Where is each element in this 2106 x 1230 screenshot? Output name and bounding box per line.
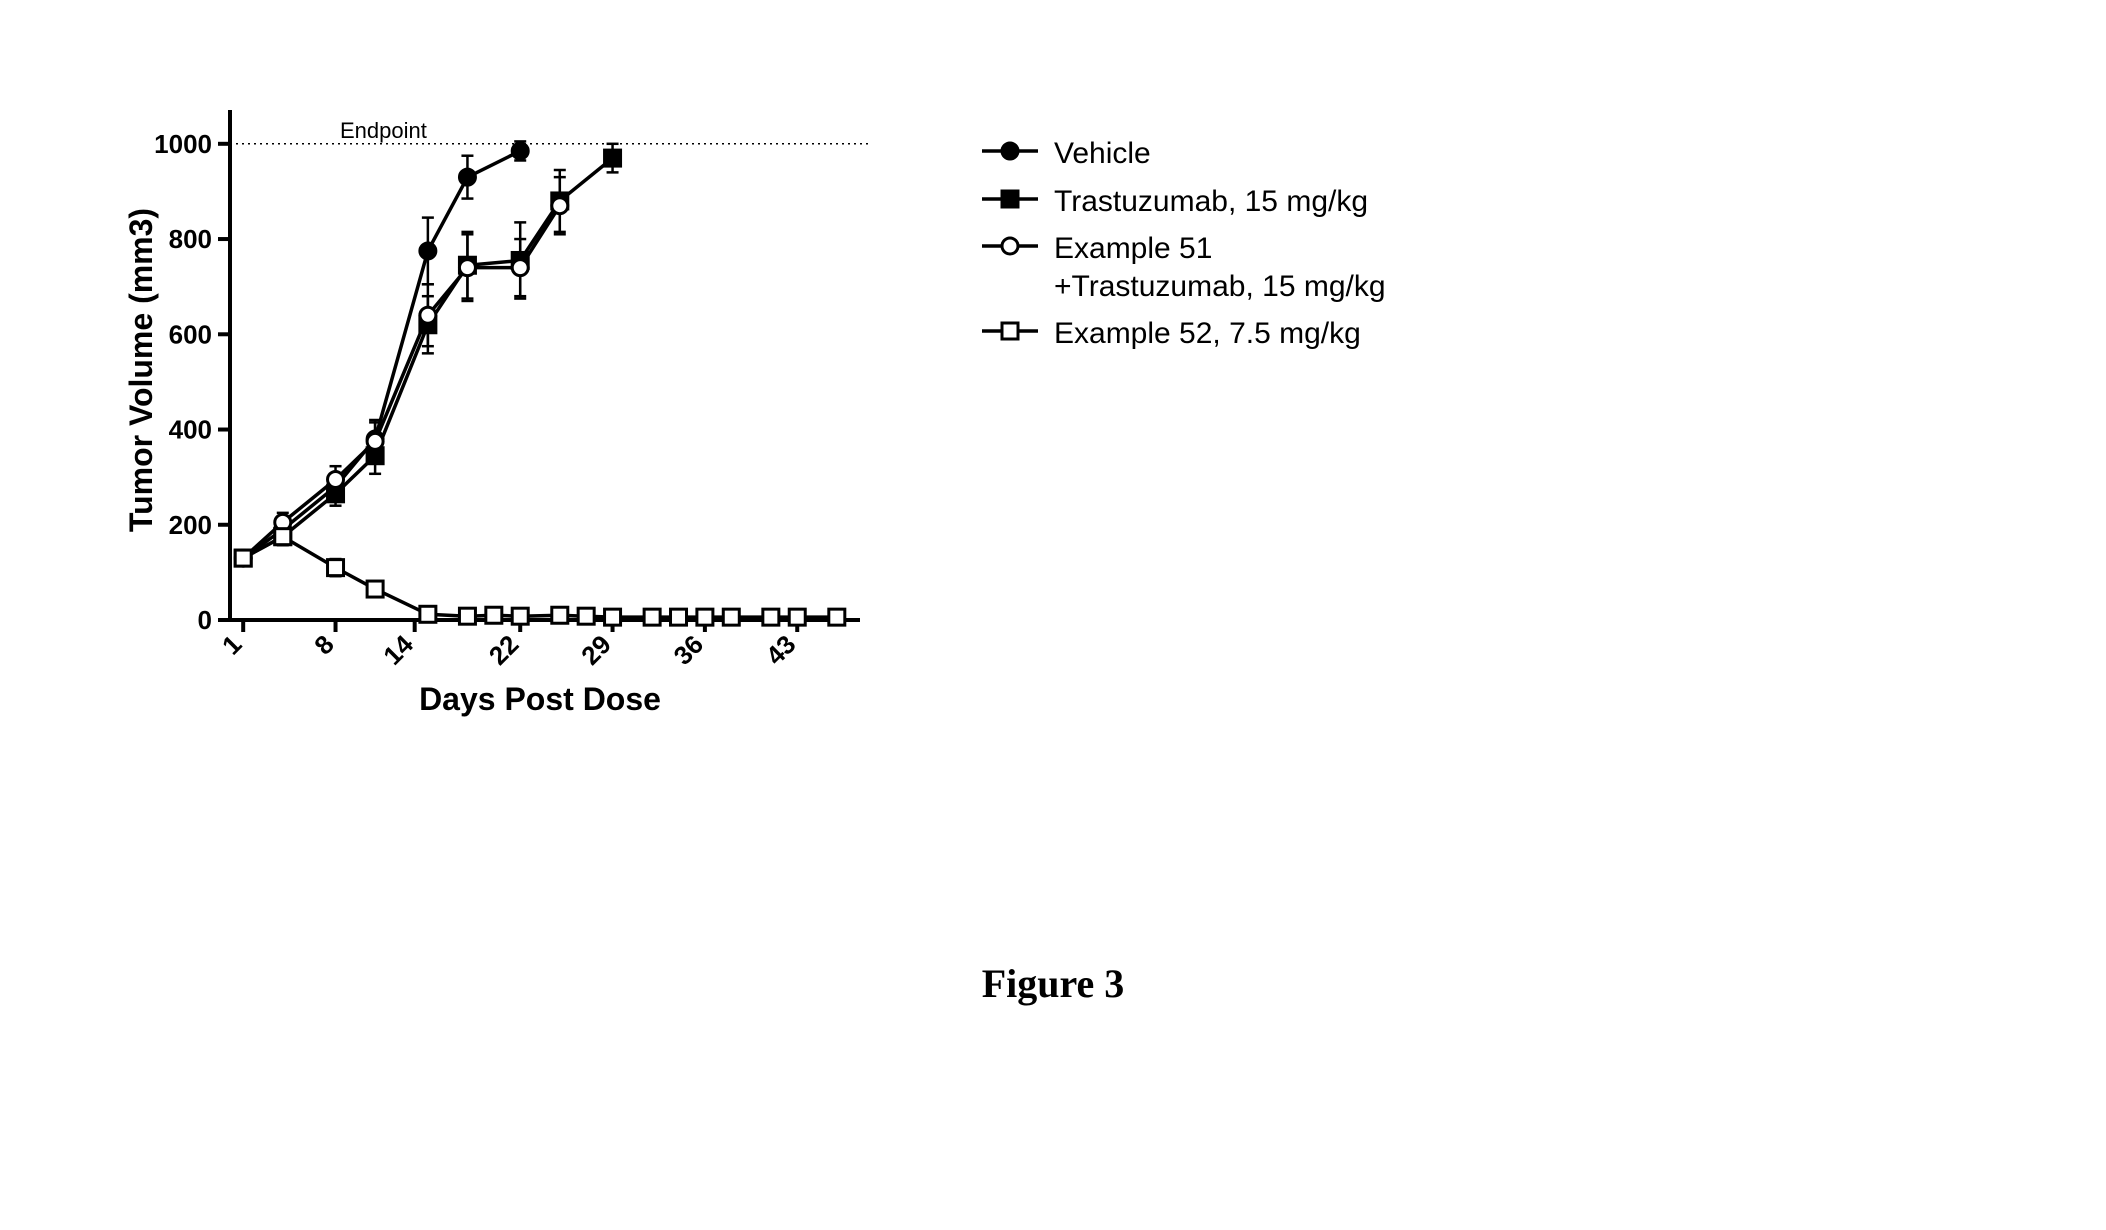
legend-label: Example 52, 7.5 mg/kg bbox=[1054, 315, 1361, 353]
tumor-volume-chart: Endpoint 0 200 400 600 800 1000 1 8 14 22 29 36 43 Day… bbox=[120, 60, 940, 820]
svg-text:43: 43 bbox=[760, 629, 802, 671]
svg-text:600: 600 bbox=[169, 319, 212, 349]
svg-text:36: 36 bbox=[667, 629, 709, 671]
svg-text:22: 22 bbox=[483, 629, 525, 671]
svg-text:Days Post Dose: Days Post Dose bbox=[419, 681, 661, 717]
legend-marker-icon bbox=[980, 135, 1040, 167]
svg-text:1: 1 bbox=[216, 629, 247, 660]
page: Endpoint 0 200 400 600 800 1000 1 8 14 22 29 36 43 Day… bbox=[0, 0, 2106, 1230]
legend-label: Vehicle bbox=[1054, 135, 1151, 173]
svg-text:29: 29 bbox=[575, 629, 617, 671]
legend-marker-icon bbox=[980, 315, 1040, 347]
legend-marker-icon bbox=[980, 183, 1040, 215]
svg-text:0: 0 bbox=[198, 605, 212, 635]
svg-text:400: 400 bbox=[169, 415, 212, 445]
legend: Vehicle Trastuzumab, 15 mg/kg Example 51+T… bbox=[980, 135, 1386, 363]
legend-label: Example 51+Trastuzumab, 15 mg/kg bbox=[1054, 230, 1386, 305]
svg-text:8: 8 bbox=[308, 629, 339, 660]
legend-marker-icon bbox=[980, 230, 1040, 262]
svg-text:Tumor Volume (mm3): Tumor Volume (mm3) bbox=[123, 208, 159, 532]
svg-text:200: 200 bbox=[169, 510, 212, 540]
svg-text:1000: 1000 bbox=[154, 129, 212, 159]
legend-item: Vehicle bbox=[980, 135, 1386, 173]
svg-text:Endpoint: Endpoint bbox=[340, 118, 427, 143]
svg-text:800: 800 bbox=[169, 224, 212, 254]
legend-item: Example 51+Trastuzumab, 15 mg/kg bbox=[980, 230, 1386, 305]
figure-caption: Figure 3 bbox=[0, 960, 2106, 1007]
legend-item: Example 52, 7.5 mg/kg bbox=[980, 315, 1386, 353]
svg-text:14: 14 bbox=[377, 629, 419, 671]
legend-item: Trastuzumab, 15 mg/kg bbox=[980, 183, 1386, 221]
legend-label: Trastuzumab, 15 mg/kg bbox=[1054, 183, 1368, 221]
